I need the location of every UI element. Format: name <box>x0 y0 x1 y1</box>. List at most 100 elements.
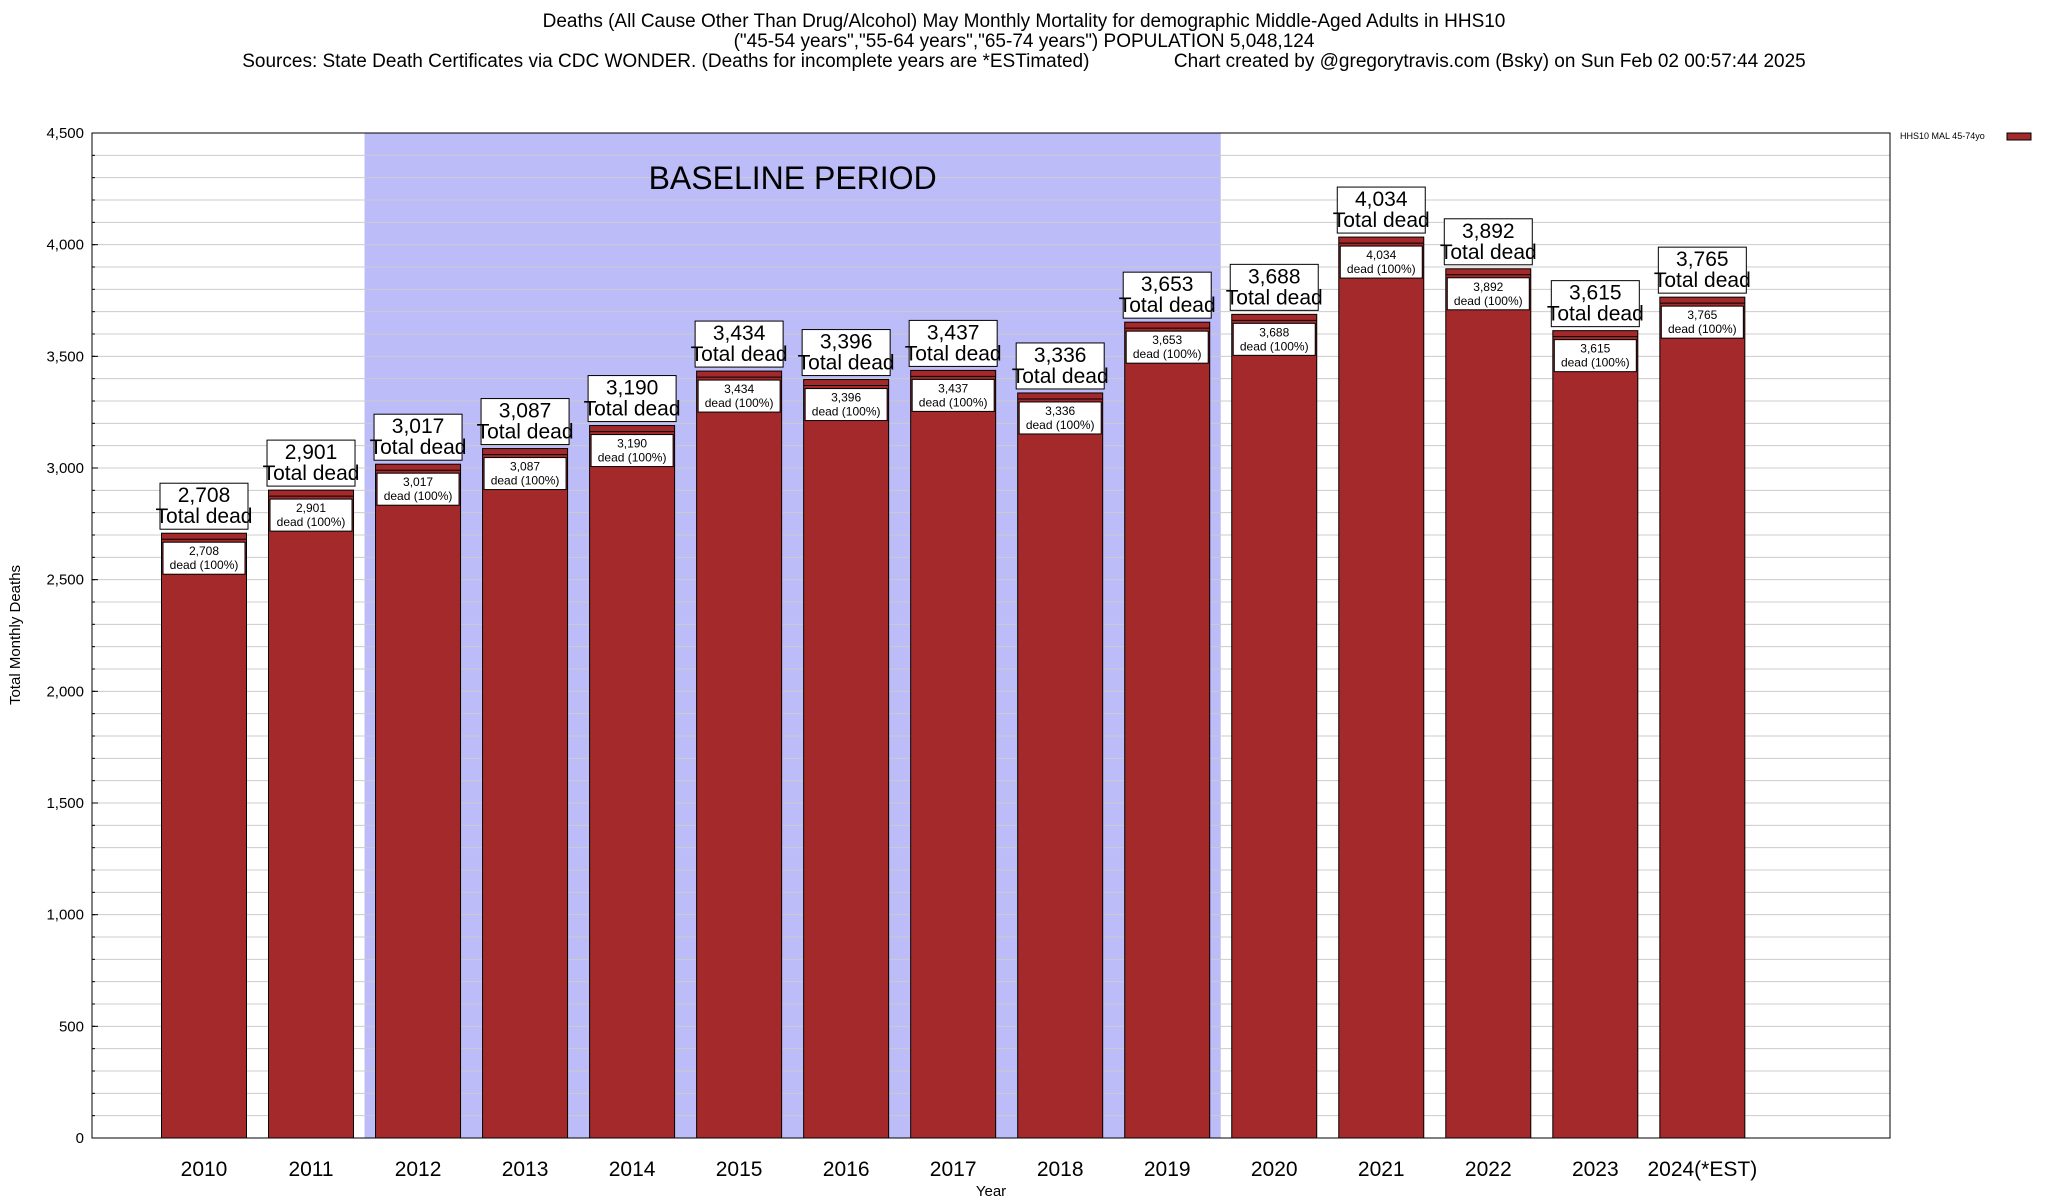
segment-value-label: 3,437 <box>938 381 968 395</box>
segment-value-label: 3,087 <box>510 460 540 474</box>
total-value-label: 3,765 <box>1676 248 1729 271</box>
bar <box>910 369 997 1139</box>
segment-percent-label: dead (100%) <box>1026 418 1095 432</box>
segment-percent-label: dead (100%) <box>1240 339 1309 353</box>
chart-title: Deaths (All Cause Other Than Drug/Alcoho… <box>542 11 1506 32</box>
total-dead-label: Total dead <box>1654 269 1751 292</box>
segment-percent-label: dead (100%) <box>170 558 239 572</box>
x-tick-label: 2024(*EST) <box>1647 1158 1757 1181</box>
chart-subtitle: ("45-54 years","55-64 years","65-74 year… <box>733 31 1315 52</box>
total-label-box <box>1336 186 1426 234</box>
segment-percent-label: dead (100%) <box>1561 356 1630 370</box>
total-label-box <box>1443 218 1533 266</box>
total-label-box <box>1550 280 1640 328</box>
bar <box>803 379 890 1139</box>
segment-label-box <box>1660 305 1744 339</box>
segment-label-box <box>911 378 995 412</box>
segment-value-label: 4,034 <box>1366 248 1396 262</box>
segment-label-box <box>162 541 246 575</box>
total-dead-label: Total dead <box>1012 365 1109 388</box>
total-label-box <box>908 319 998 367</box>
segment-percent-label: dead (100%) <box>491 474 560 488</box>
plot-frame <box>91 132 1891 1139</box>
x-tick-label: 2018 <box>1037 1158 1084 1181</box>
y-tick-label: 0 <box>76 1130 84 1147</box>
total-label-box <box>159 482 249 530</box>
x-tick-label: 2011 <box>288 1158 333 1181</box>
total-label-box <box>694 320 784 368</box>
segment-percent-label: dead (100%) <box>1454 294 1523 308</box>
total-value-label: 3,396 <box>820 331 873 354</box>
segment-label-box <box>590 434 674 468</box>
total-label-box <box>587 375 677 423</box>
total-dead-label: Total dead <box>156 505 253 528</box>
segment-percent-label: dead (100%) <box>384 489 453 503</box>
total-value-label: 3,437 <box>927 321 980 344</box>
bar <box>1338 236 1425 1139</box>
total-dead-label: Total dead <box>477 421 574 444</box>
segment-label-box <box>1446 277 1530 311</box>
y-tick-label: 4,000 <box>46 237 84 254</box>
total-dead-label: Total dead <box>691 343 788 366</box>
total-label-box <box>480 398 570 446</box>
total-value-label: 4,034 <box>1355 188 1408 211</box>
bar <box>1445 268 1532 1139</box>
x-tick-label: 2020 <box>1251 1158 1298 1181</box>
total-value-label: 3,653 <box>1141 273 1194 296</box>
bar <box>1552 330 1639 1139</box>
segment-percent-label: dead (100%) <box>1347 262 1416 276</box>
legend-label: HHS10 MAL 45-74yo <box>1900 131 1985 141</box>
x-tick-label: 2014 <box>609 1158 656 1181</box>
total-value-label: 3,190 <box>606 377 659 400</box>
y-tick-label: 500 <box>59 1018 84 1035</box>
axes: 0 500 1,000 1,500 2,000 2,500 3,000 3,500 4,000 4… <box>46 125 1891 1181</box>
segment-label-box <box>1553 339 1637 373</box>
x-tick-label: 2019 <box>1144 1158 1191 1181</box>
x-tick-label: 2023 <box>1572 1158 1619 1181</box>
segment-percent-label: dead (100%) <box>1668 322 1737 336</box>
total-label-box <box>1015 342 1105 390</box>
total-dead-label: Total dead <box>905 342 1002 365</box>
x-tick-label: 2021 <box>1358 1158 1405 1181</box>
total-value-label: 3,017 <box>392 415 445 438</box>
y-tick-label: 2,500 <box>46 572 84 589</box>
baseline-period-label: BASELINE PERIOD <box>649 160 937 196</box>
segment-value-label: 2,901 <box>296 501 326 515</box>
x-tick-label: 2017 <box>930 1158 977 1181</box>
total-dead-label: Total dead <box>798 352 895 375</box>
total-dead-label: Total dead <box>1226 286 1323 309</box>
legend: HHS10 MAL 45-74yo <box>1900 131 2032 141</box>
y-tick-label: 3,500 <box>46 348 84 365</box>
total-value-label: 2,708 <box>178 484 231 507</box>
total-value-label: 2,901 <box>285 441 338 464</box>
bar <box>1659 296 1746 1139</box>
bar <box>1231 313 1318 1139</box>
segment-value-label: 3,688 <box>1259 325 1289 339</box>
segment-value-label: 2,708 <box>189 544 219 558</box>
x-tick-label: 2012 <box>395 1158 442 1181</box>
y-tick-label: 1,500 <box>46 795 84 812</box>
bar <box>696 370 783 1139</box>
total-dead-label: Total dead <box>370 436 467 459</box>
chart-source-credit: Sources: State Death Certificates via CD… <box>242 51 1806 72</box>
chart-titles: Deaths (All Cause Other Than Drug/Alcoho… <box>0 12 2048 72</box>
x-tick-label: 2015 <box>716 1158 763 1181</box>
total-dead-label: Total dead <box>1440 241 1537 264</box>
total-dead-label: Total dead <box>1333 209 1430 232</box>
segment-value-label: 3,396 <box>831 391 861 405</box>
total-dead-label: Total dead <box>263 462 360 485</box>
segment-percent-label: dead (100%) <box>919 395 988 409</box>
total-dead-label: Total dead <box>1119 294 1216 317</box>
segment-value-label: 3,434 <box>724 382 754 396</box>
total-label-box <box>1657 246 1747 294</box>
segment-percent-label: dead (100%) <box>812 405 881 419</box>
total-value-label: 3,087 <box>499 400 552 423</box>
y-tick-label: 3,000 <box>46 460 84 477</box>
total-dead-label: Total dead <box>584 398 681 421</box>
segment-value-label: 3,653 <box>1152 333 1182 347</box>
segment-percent-label: dead (100%) <box>277 515 346 529</box>
total-value-label: 3,688 <box>1248 265 1301 288</box>
bar <box>589 425 676 1139</box>
bar <box>375 463 462 1139</box>
